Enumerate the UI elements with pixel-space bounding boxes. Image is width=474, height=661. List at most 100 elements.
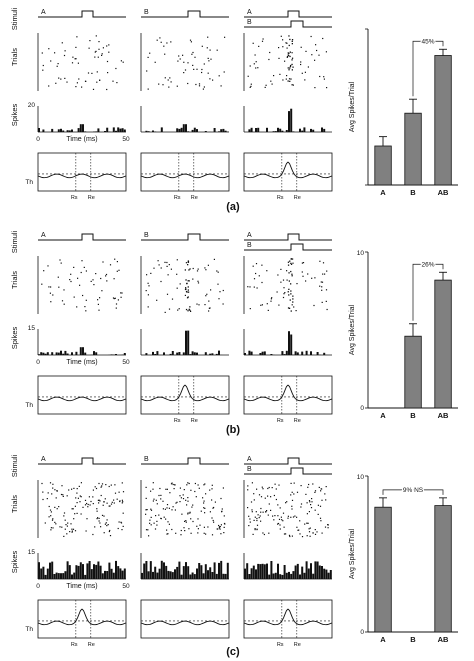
raster-spike — [145, 290, 147, 292]
raster-spike — [247, 75, 249, 77]
histogram-bar — [187, 131, 190, 132]
raster-spike — [160, 518, 162, 520]
histogram-bar — [163, 352, 165, 355]
raster-spike — [327, 524, 329, 526]
raster-spike — [108, 505, 110, 507]
histogram-bar — [117, 127, 120, 132]
histogram-bar — [299, 128, 301, 132]
raster-spike — [187, 513, 189, 515]
raster-spike — [288, 35, 290, 37]
raster-spike — [323, 78, 325, 80]
raster-spike — [101, 290, 103, 292]
histogram-bar — [145, 353, 148, 355]
histogram-bar — [110, 354, 113, 355]
histogram-bar — [57, 573, 60, 579]
raster-spike — [203, 502, 205, 504]
raster-spike — [64, 50, 66, 52]
raster-spike — [181, 513, 183, 515]
histogram-bar — [112, 354, 115, 355]
raster-spike — [266, 270, 268, 272]
histogram-bar — [252, 565, 255, 579]
raster-spike — [321, 532, 323, 534]
raster-spike — [208, 300, 210, 302]
histogram-bar — [196, 352, 198, 355]
raster-spike — [152, 488, 154, 490]
raster-spike — [300, 63, 302, 66]
histogram-bar — [281, 351, 284, 355]
raster-spike — [212, 519, 214, 522]
raster-spike — [282, 39, 284, 41]
histogram-bar — [250, 568, 253, 579]
raster-spike — [166, 507, 168, 509]
raster-spike — [220, 497, 222, 500]
raster-spike — [97, 499, 99, 501]
histogram-bar — [171, 351, 174, 355]
raster-spike — [283, 287, 285, 289]
raster-spike — [261, 486, 263, 488]
raster-spike — [92, 489, 94, 491]
histogram-bar — [79, 347, 82, 355]
raster-spike — [164, 311, 166, 313]
raster-spike — [320, 520, 322, 522]
raster-spike — [98, 41, 100, 43]
raster-spike — [88, 47, 90, 49]
raster-spike — [76, 488, 78, 490]
histogram-bar — [149, 561, 152, 579]
histogram-bar — [244, 353, 246, 355]
raster-spike — [212, 507, 214, 509]
raster-spike — [162, 84, 164, 86]
histogram-bar — [189, 574, 192, 579]
histogram-bar — [255, 569, 257, 579]
raster-spike — [322, 37, 324, 40]
raster-spike — [176, 501, 178, 503]
raster-spike — [205, 269, 207, 271]
panel-caption: (a) — [226, 201, 240, 213]
raster-spike — [268, 486, 270, 489]
raster-spike — [94, 526, 96, 528]
raster-spike — [56, 490, 58, 492]
raster-spike — [211, 534, 214, 536]
raster-spike — [189, 306, 191, 308]
histogram-bar — [215, 353, 218, 355]
raster-spike — [50, 511, 52, 513]
stimulus-letter: A — [247, 456, 252, 463]
raster-spike — [251, 511, 253, 513]
raster-spike — [167, 79, 169, 81]
raster-spike — [159, 487, 161, 490]
histogram-bar — [220, 560, 223, 579]
histogram-bar — [250, 127, 253, 132]
histogram-bar — [77, 128, 80, 132]
histogram-bar — [169, 571, 172, 579]
histogram-bar — [272, 573, 275, 579]
raster-spike — [119, 500, 121, 503]
histogram-bar — [154, 566, 157, 579]
raster-spike — [198, 487, 200, 489]
raster-spike — [265, 511, 267, 513]
stimulus-letter: B — [144, 232, 149, 239]
raster-spike — [198, 85, 201, 87]
raster-spike — [204, 267, 206, 269]
raster-spike — [271, 297, 273, 299]
raster-spike — [291, 84, 293, 86]
raster-spike — [198, 83, 201, 85]
spikes-row-label: Spikes — [10, 103, 19, 126]
re-label: Re — [191, 195, 198, 201]
raster-spike — [310, 507, 313, 509]
raster-spike — [74, 513, 76, 515]
raster-spike — [219, 526, 221, 528]
raster-spike — [256, 488, 258, 490]
raster-spike — [211, 484, 213, 486]
raster-spike — [73, 266, 75, 268]
raster-spike — [266, 303, 268, 305]
raster-spike — [121, 502, 123, 504]
histogram-bar — [263, 351, 266, 355]
re-label: Re — [294, 642, 301, 648]
histogram-bar — [86, 563, 89, 579]
raster-spike — [115, 307, 117, 309]
histogram-bar — [178, 128, 181, 132]
raster-spike — [319, 285, 321, 287]
histogram-bar — [176, 352, 179, 355]
raster-spike — [316, 531, 318, 533]
raster-spike — [212, 79, 214, 81]
